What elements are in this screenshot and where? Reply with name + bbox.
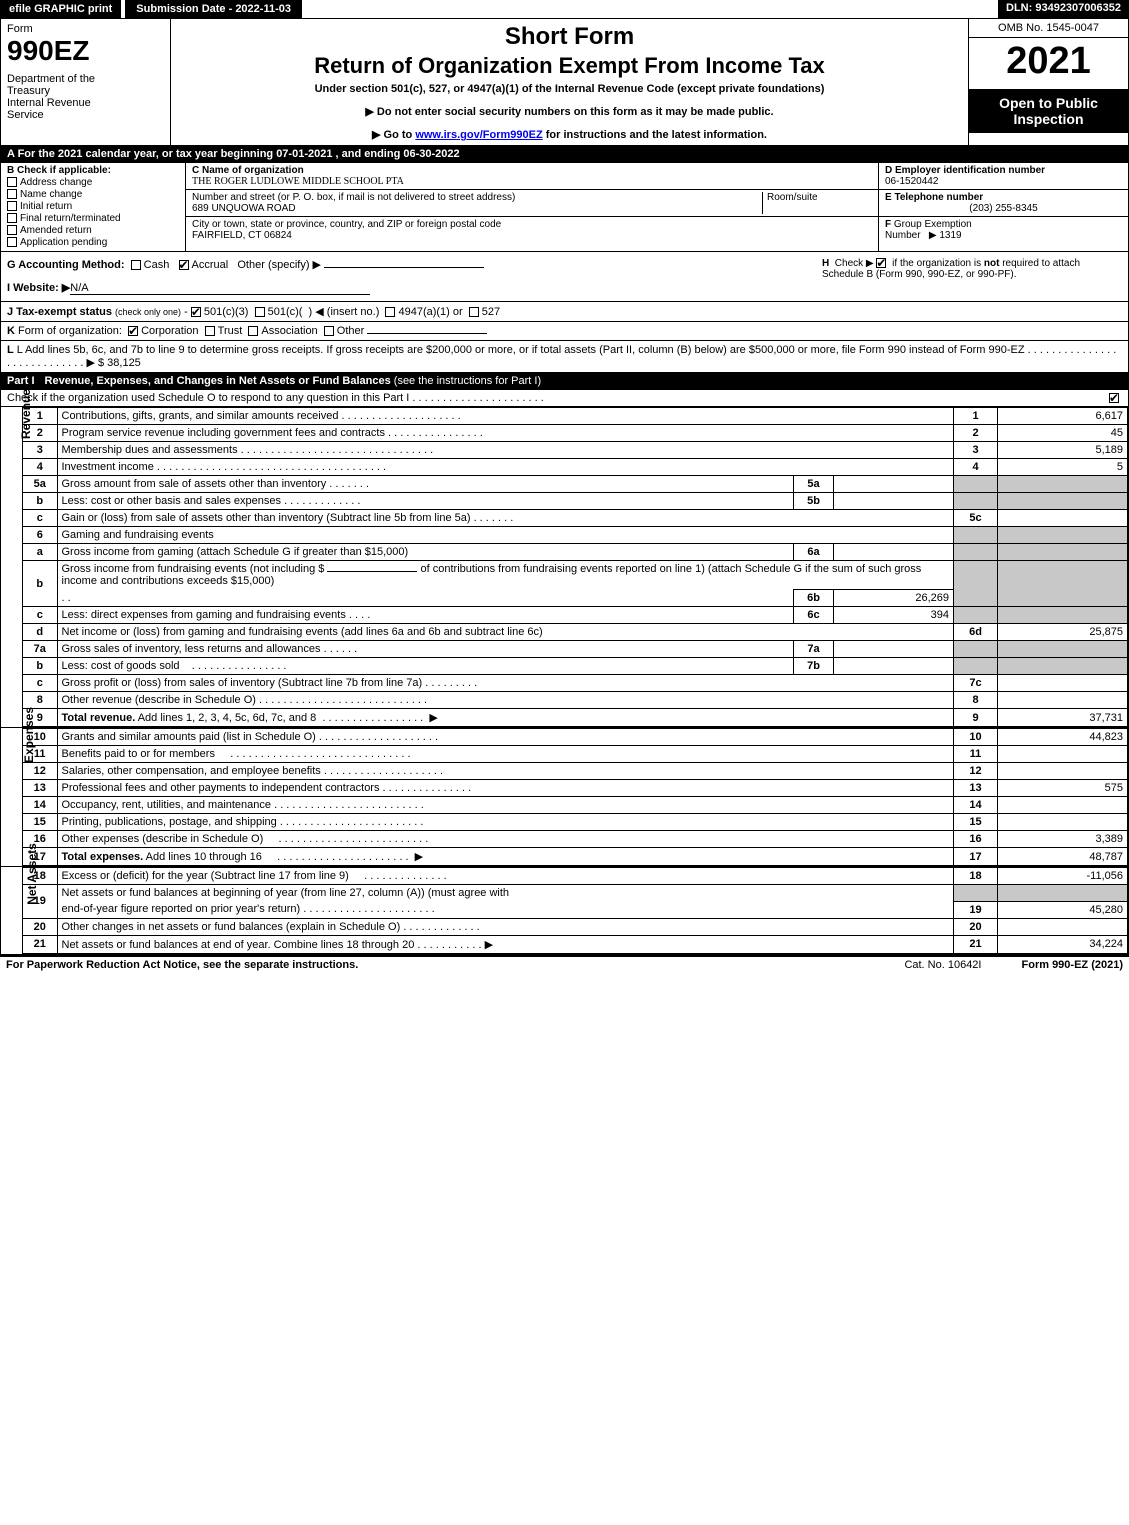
top-bar: efile GRAPHIC print Submission Date - 20… <box>0 0 1129 18</box>
return-title: Return of Organization Exempt From Incom… <box>179 53 960 79</box>
part1-header: Part I Revenue, Expenses, and Changes in… <box>1 373 1128 390</box>
d-ein: D Employer identification number 06-1520… <box>879 163 1128 190</box>
dept-label: Department of theTreasuryInternal Revenu… <box>7 73 164 121</box>
phone-value: (203) 255-8345 <box>885 203 1122 214</box>
org-street: 689 UNQUOWA ROAD <box>192 203 296 214</box>
header-left: Form 990EZ Department of theTreasuryInte… <box>1 19 171 145</box>
ein-value: 06-1520442 <box>885 176 938 187</box>
col-c: C Name of organization THE ROGER LUDLOWE… <box>186 163 878 251</box>
group-exemption-value: ▶ 1319 <box>929 230 962 241</box>
header-right: OMB No. 1545-0047 2021 Open to Public In… <box>968 19 1128 145</box>
goto-pre: ▶ Go to <box>372 129 415 141</box>
form-header: Form 990EZ Department of theTreasuryInte… <box>1 19 1128 146</box>
revenue-section: Revenue 1Contributions, gifts, grants, a… <box>1 407 1128 728</box>
d-label: D Employer identification number <box>885 165 1045 176</box>
goto-link[interactable]: www.irs.gov/Form990EZ <box>415 129 542 141</box>
i-label: I Website: ▶ <box>7 282 70 294</box>
e-phone: E Telephone number (203) 255-8345 <box>879 190 1128 217</box>
col-def: D Employer identification number 06-1520… <box>878 163 1128 251</box>
f-group: F Group ExemptionNumber ▶ 1319 <box>879 217 1128 251</box>
revenue-table: 1Contributions, gifts, grants, and simil… <box>23 407 1128 727</box>
form-word: Form <box>7 23 164 35</box>
g-accounting: G Accounting Method: Cash Accrual Other … <box>7 258 822 295</box>
f-label: F <box>885 219 891 230</box>
chk-final-return: Final return/terminated <box>7 213 179 224</box>
header-mid: Short Form Return of Organization Exempt… <box>171 19 968 145</box>
e-label: E Telephone number <box>885 192 983 203</box>
g-label: G Accounting Method: <box>7 259 125 271</box>
chk-name-change: Name change <box>7 189 179 200</box>
net-assets-side-label: Net Assets <box>1 867 23 954</box>
c-city-label: City or town, state or province, country… <box>192 219 501 230</box>
net-assets-table: 18Excess or (deficit) for the year (Subt… <box>23 867 1128 954</box>
c-city: City or town, state or province, country… <box>186 217 878 243</box>
row-k: K Form of organization: Corporation Trus… <box>1 322 1128 341</box>
l-text: L Add lines 5b, 6c, and 7b to line 9 to … <box>17 344 1025 356</box>
form-frame: Form 990EZ Department of theTreasuryInte… <box>0 18 1129 957</box>
net-assets-section: Net Assets 18Excess or (deficit) for the… <box>1 867 1128 956</box>
omb-number: OMB No. 1545-0047 <box>969 19 1128 38</box>
dln-label: DLN: 93492307006352 <box>998 0 1129 18</box>
expenses-side-label: Expenses <box>1 728 23 866</box>
footer-right: Form 990-EZ (2021) <box>1022 959 1124 971</box>
goto-note: ▶ Go to www.irs.gov/Form990EZ for instru… <box>179 128 960 141</box>
form-number: 990EZ <box>7 35 164 67</box>
row-gh: G Accounting Method: Cash Accrual Other … <box>1 252 1128 302</box>
open-to-public: Open to Public Inspection <box>969 89 1128 133</box>
goto-post: for instructions and the latest informat… <box>543 129 767 141</box>
website-value: N/A <box>70 282 370 295</box>
c-name-label: C Name of organization <box>192 165 304 176</box>
l-amount: ▶ $ 38,125 <box>86 357 140 369</box>
expenses-section: Expenses 10Grants and similar amounts pa… <box>1 728 1128 867</box>
expenses-table: 10Grants and similar amounts paid (list … <box>23 728 1128 866</box>
chk-application-pending: Application pending <box>7 237 179 248</box>
org-city: FAIRFIELD, CT 06824 <box>192 230 292 241</box>
c-street: Number and street (or P. O. box, if mail… <box>186 190 878 217</box>
under-section: Under section 501(c), 527, or 4947(a)(1)… <box>179 83 960 95</box>
chk-address-change: Address change <box>7 177 179 188</box>
part1-heading: Revenue, Expenses, and Changes in Net As… <box>45 375 391 387</box>
h-check: H Check ▶ if the organization is not req… <box>822 258 1122 295</box>
room-suite-label: Room/suite <box>767 192 818 203</box>
submission-date: Submission Date - 2022-11-03 <box>125 0 302 18</box>
do-not-note: ▶ Do not enter social security numbers o… <box>179 105 960 118</box>
c-name: C Name of organization THE ROGER LUDLOWE… <box>186 163 878 190</box>
footer-mid: Cat. No. 10642I <box>904 959 981 971</box>
row-j: J Tax-exempt status (check only one) - 5… <box>1 302 1128 322</box>
revenue-side-label: Revenue <box>1 407 23 727</box>
part1-check: Check if the organization used Schedule … <box>1 390 1128 407</box>
tax-year: 2021 <box>969 38 1128 89</box>
footer-left: For Paperwork Reduction Act Notice, see … <box>6 959 864 971</box>
row-a: A For the 2021 calendar year, or tax yea… <box>1 146 1128 163</box>
block-bcdef: B Check if applicable: Address change Na… <box>1 163 1128 252</box>
efile-label: efile GRAPHIC print <box>0 0 121 18</box>
org-name: THE ROGER LUDLOWE MIDDLE SCHOOL PTA <box>192 176 404 187</box>
part1-tag: Part I <box>7 375 35 387</box>
b-label: B Check if applicable: <box>7 165 179 176</box>
row-l: L L Add lines 5b, 6c, and 7b to line 9 t… <box>1 341 1128 373</box>
col-b: B Check if applicable: Address change Na… <box>1 163 186 251</box>
page-footer: For Paperwork Reduction Act Notice, see … <box>0 957 1129 973</box>
c-street-label: Number and street (or P. O. box, if mail… <box>192 192 515 203</box>
chk-initial-return: Initial return <box>7 201 179 212</box>
part1-sub: (see the instructions for Part I) <box>394 375 541 387</box>
chk-amended-return: Amended return <box>7 225 179 236</box>
short-form-title: Short Form <box>179 23 960 51</box>
